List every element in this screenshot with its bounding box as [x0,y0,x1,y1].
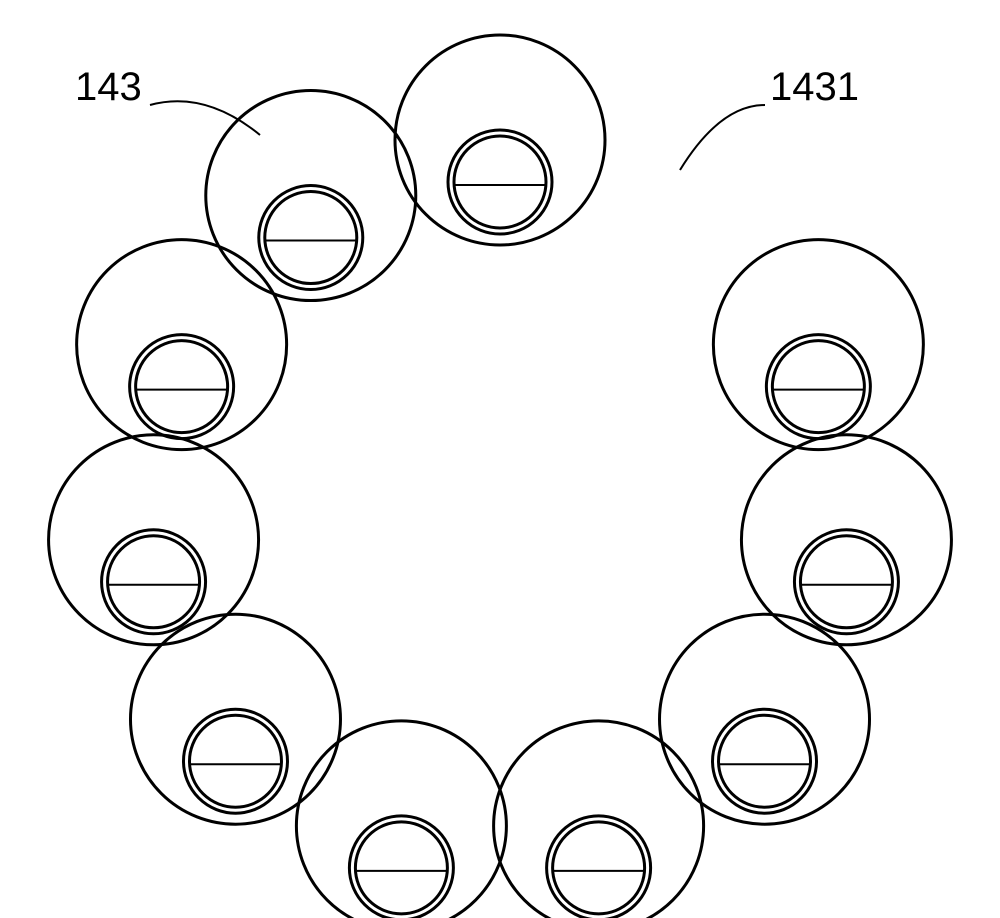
cup-unit [296,721,506,918]
cup-unit [206,91,416,301]
cup-inner-ring-outer [183,709,287,813]
cup-inner-ring-inner [719,715,811,807]
label-143-leader [150,101,260,135]
cup-unit [660,614,870,824]
cup-unit [395,35,605,245]
cup-inner-ring-inner [265,192,357,284]
cup-inner-ring-inner [136,341,228,433]
label-143: 143 [75,65,142,109]
cup-outer-circle [296,721,506,918]
diagram-canvas: 143 1431 [0,0,1000,918]
cup-inner-ring-inner [108,536,200,628]
cup-outer-circle [395,35,605,245]
cup-inner-ring-outer [448,130,552,234]
cup-inner-ring-inner [454,136,546,228]
cup-inner-ring-outer [259,186,363,290]
cup-inner-ring-outer [794,530,898,634]
cup-unit [49,435,259,645]
cup-inner-ring-inner [189,715,281,807]
cup-outer-circle [206,91,416,301]
cup-inner-ring-inner [355,822,447,914]
cup-outer-circle [77,240,287,450]
cup-inner-ring-outer [547,816,651,918]
cup-unit [713,240,923,450]
cup-outer-circle [713,240,923,450]
label-1431: 1431 [770,65,859,109]
cup-inner-ring-inner [553,822,645,914]
cup-inner-ring-outer [130,335,234,439]
cup-inner-ring-outer [713,709,817,813]
cup-inner-ring-outer [349,816,453,918]
cup-unit [494,721,704,918]
label-1431-leader [680,105,765,170]
cup-unit [77,240,287,450]
cup-outer-circle [49,435,259,645]
cup-inner-ring-outer [766,335,870,439]
cup-inner-ring-outer [102,530,206,634]
cup-outer-circle [494,721,704,918]
cup-inner-ring-inner [772,341,864,433]
cup-inner-ring-inner [800,536,892,628]
cup-outer-circle [660,614,870,824]
